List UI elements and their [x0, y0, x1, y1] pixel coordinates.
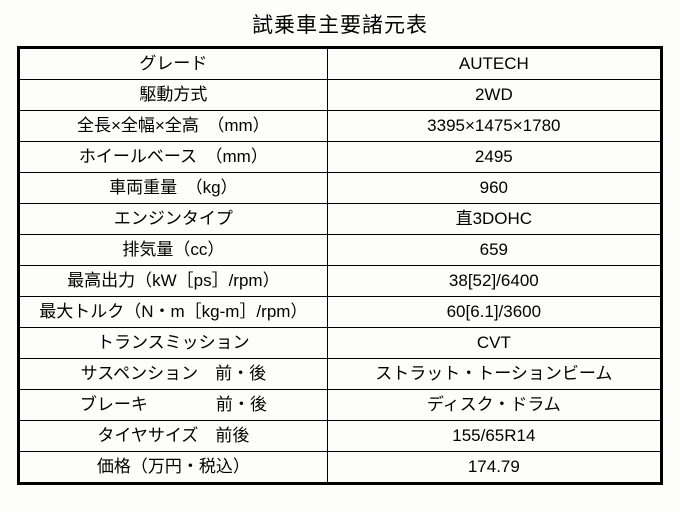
spec-cell: タイヤサイズ 前後: [20, 421, 328, 452]
value-cell: 155/65R14: [327, 421, 660, 452]
table-row: 最大トルク（N・m［kg-m］/rpm）60[6.1]/3600: [20, 297, 661, 328]
spec-cell: トランスミッション: [20, 328, 328, 359]
spec-cell: グレード: [20, 49, 328, 80]
value-cell: 2WD: [327, 80, 660, 111]
spec-cell: 駆動方式: [20, 80, 328, 111]
value-cell: 38[52]/6400: [327, 266, 660, 297]
spec-cell: 最高出力（kW［ps］/rpm）: [20, 266, 328, 297]
value-cell: 659: [327, 235, 660, 266]
value-cell: 直3DOHC: [327, 204, 660, 235]
table-row: タイヤサイズ 前後155/65R14: [20, 421, 661, 452]
spec-table: グレードAUTECH 駆動方式2WD 全長×全幅×全高 （mm）3395×147…: [19, 48, 661, 483]
table-row: ブレーキ 前・後ディスク・ドラム: [20, 390, 661, 421]
table-row: サスペンション 前・後ストラット・トーションビーム: [20, 359, 661, 390]
spec-cell: エンジンタイプ: [20, 204, 328, 235]
spec-cell: ホイールベース （mm）: [20, 142, 328, 173]
value-cell: ストラット・トーションビーム: [327, 359, 660, 390]
value-cell: 60[6.1]/3600: [327, 297, 660, 328]
value-cell: ディスク・ドラム: [327, 390, 660, 421]
table-row: トランスミッションCVT: [20, 328, 661, 359]
spec-table-body: グレードAUTECH 駆動方式2WD 全長×全幅×全高 （mm）3395×147…: [20, 49, 661, 483]
spec-cell: ブレーキ 前・後: [20, 390, 328, 421]
value-cell: 3395×1475×1780: [327, 111, 660, 142]
spec-cell: 全長×全幅×全高 （mm）: [20, 111, 328, 142]
spec-cell: 最大トルク（N・m［kg-m］/rpm）: [20, 297, 328, 328]
value-cell: AUTECH: [327, 49, 660, 80]
table-row: グレードAUTECH: [20, 49, 661, 80]
value-cell: 174.79: [327, 452, 660, 483]
table-row: 駆動方式2WD: [20, 80, 661, 111]
table-row: 車両重量 （kg）960: [20, 173, 661, 204]
spec-cell: 車両重量 （kg）: [20, 173, 328, 204]
value-cell: CVT: [327, 328, 660, 359]
table-row: エンジンタイプ直3DOHC: [20, 204, 661, 235]
spec-table-wrapper: グレードAUTECH 駆動方式2WD 全長×全幅×全高 （mm）3395×147…: [17, 46, 663, 485]
table-row: 排気量（cc）659: [20, 235, 661, 266]
table-row: 価格（万円・税込）174.79: [20, 452, 661, 483]
table-row: ホイールベース （mm）2495: [20, 142, 661, 173]
spec-cell: サスペンション 前・後: [20, 359, 328, 390]
value-cell: 960: [327, 173, 660, 204]
spec-cell: 排気量（cc）: [20, 235, 328, 266]
table-row: 全長×全幅×全高 （mm）3395×1475×1780: [20, 111, 661, 142]
spec-cell: 価格（万円・税込）: [20, 452, 328, 483]
table-row: 最高出力（kW［ps］/rpm）38[52]/6400: [20, 266, 661, 297]
value-cell: 2495: [327, 142, 660, 173]
table-title: 試乗車主要諸元表: [252, 9, 428, 39]
